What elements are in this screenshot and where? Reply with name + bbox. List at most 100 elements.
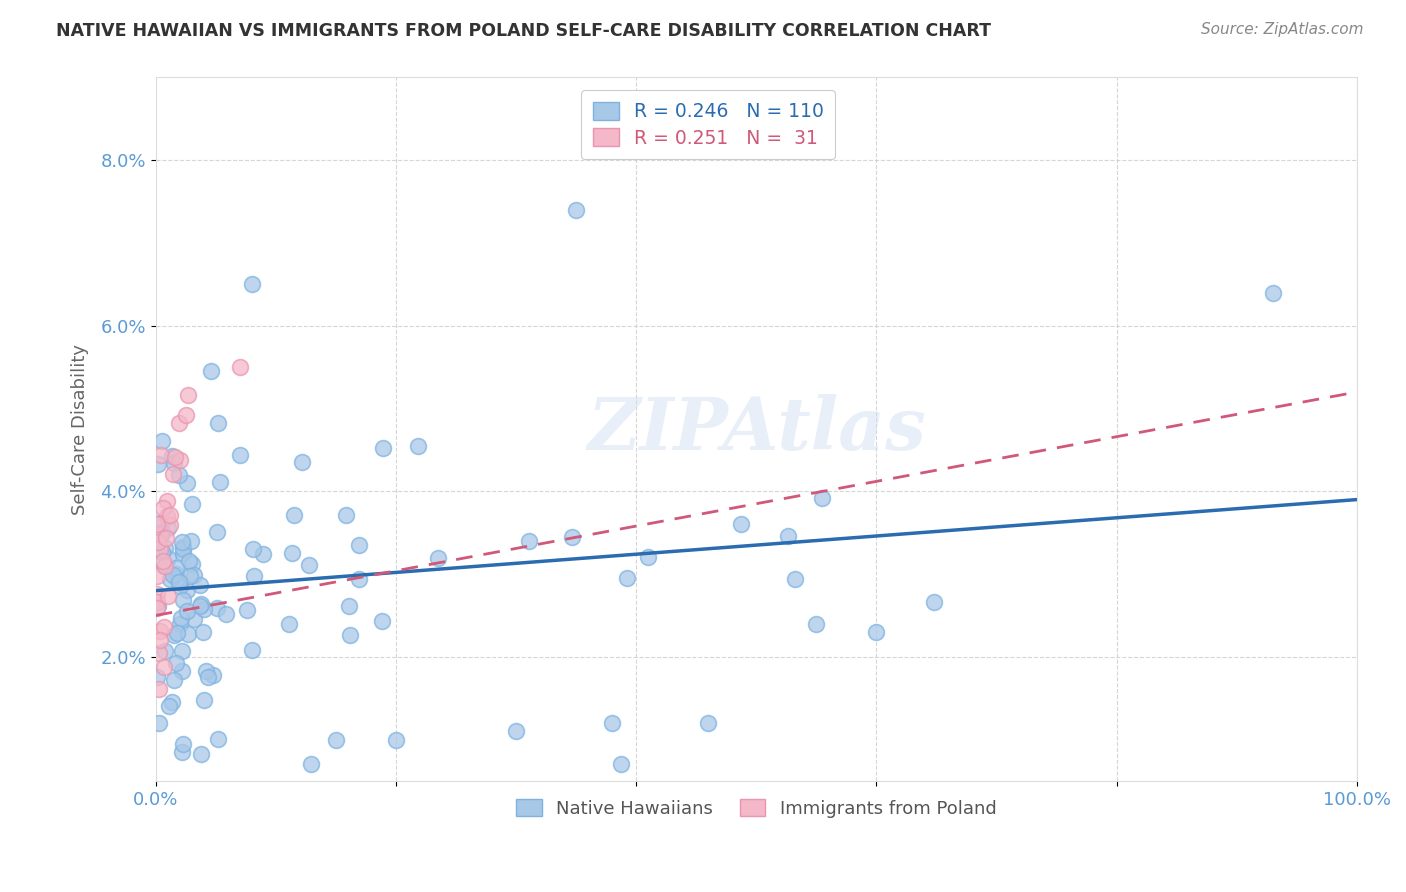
Point [163, 673, 186, 687]
Point [152, 524, 174, 539]
Point [156, 589, 179, 603]
Point [174, 409, 197, 423]
Point [152, 554, 174, 568]
Point [146, 516, 169, 531]
Point [183, 568, 205, 582]
Point [924, 595, 946, 609]
Point [149, 624, 172, 638]
Point [278, 617, 301, 632]
Point [146, 601, 169, 615]
Point [281, 546, 304, 560]
Point [240, 277, 263, 292]
Point [242, 541, 264, 556]
Point [146, 569, 169, 583]
Point [600, 716, 623, 731]
Point [783, 572, 806, 586]
Point [325, 732, 347, 747]
Point [160, 695, 183, 709]
Point [162, 449, 184, 463]
Point [298, 558, 321, 573]
Point [188, 578, 211, 592]
Point [291, 455, 314, 469]
Point [148, 716, 170, 731]
Point [177, 387, 200, 401]
Y-axis label: Self-Care Disability: Self-Care Disability [72, 343, 89, 515]
Point [188, 599, 211, 614]
Point [156, 493, 179, 508]
Point [283, 508, 305, 523]
Point [159, 508, 181, 523]
Point [215, 607, 238, 621]
Point [339, 627, 361, 641]
Point [146, 599, 169, 614]
Point [169, 616, 191, 631]
Point [152, 659, 174, 673]
Point [157, 699, 180, 714]
Point [637, 549, 659, 564]
Point [209, 475, 232, 489]
Point [200, 363, 222, 377]
Point [149, 632, 172, 647]
Point [335, 508, 357, 522]
Point [561, 530, 583, 544]
Point [165, 561, 187, 575]
Point [172, 535, 194, 549]
Point [169, 574, 191, 589]
Point [172, 540, 194, 554]
Point [149, 448, 172, 462]
Point [565, 202, 588, 217]
Point [163, 456, 186, 470]
Point [778, 529, 800, 543]
Point [193, 692, 215, 706]
Point [146, 670, 169, 684]
Point [153, 558, 176, 573]
Point [201, 668, 224, 682]
Point [207, 601, 229, 615]
Point [177, 627, 200, 641]
Point [235, 603, 257, 617]
Point [152, 620, 174, 634]
Point [156, 508, 179, 523]
Point [150, 545, 173, 559]
Legend: Native Hawaiians, Immigrants from Poland: Native Hawaiians, Immigrants from Poland [509, 791, 1004, 825]
Point [349, 538, 371, 552]
Point [169, 453, 191, 467]
Point [252, 547, 274, 561]
Point [148, 646, 170, 660]
Point [197, 670, 219, 684]
Point [152, 500, 174, 515]
Point [179, 554, 201, 568]
Point [176, 582, 198, 597]
Point [190, 597, 212, 611]
Point [176, 475, 198, 490]
Point [172, 644, 194, 658]
Point [155, 643, 177, 657]
Point [169, 579, 191, 593]
Text: Source: ZipAtlas.com: Source: ZipAtlas.com [1201, 22, 1364, 37]
Point [194, 664, 217, 678]
Point [170, 610, 193, 624]
Point [730, 516, 752, 531]
Point [176, 603, 198, 617]
Point [165, 450, 187, 464]
Point [148, 682, 170, 697]
Point [616, 571, 638, 585]
Point [159, 572, 181, 586]
Point [610, 757, 633, 772]
Point [162, 467, 184, 482]
Point [811, 491, 834, 506]
Point [172, 541, 194, 556]
Point [347, 572, 370, 586]
Point [193, 601, 215, 615]
Point [207, 416, 229, 430]
Point [697, 716, 720, 731]
Point [385, 732, 408, 747]
Point [165, 566, 187, 581]
Point [149, 516, 172, 530]
Point [427, 550, 450, 565]
Point [149, 528, 172, 542]
Point [146, 535, 169, 549]
Point [371, 442, 394, 456]
Point [165, 656, 187, 670]
Point [166, 625, 188, 640]
